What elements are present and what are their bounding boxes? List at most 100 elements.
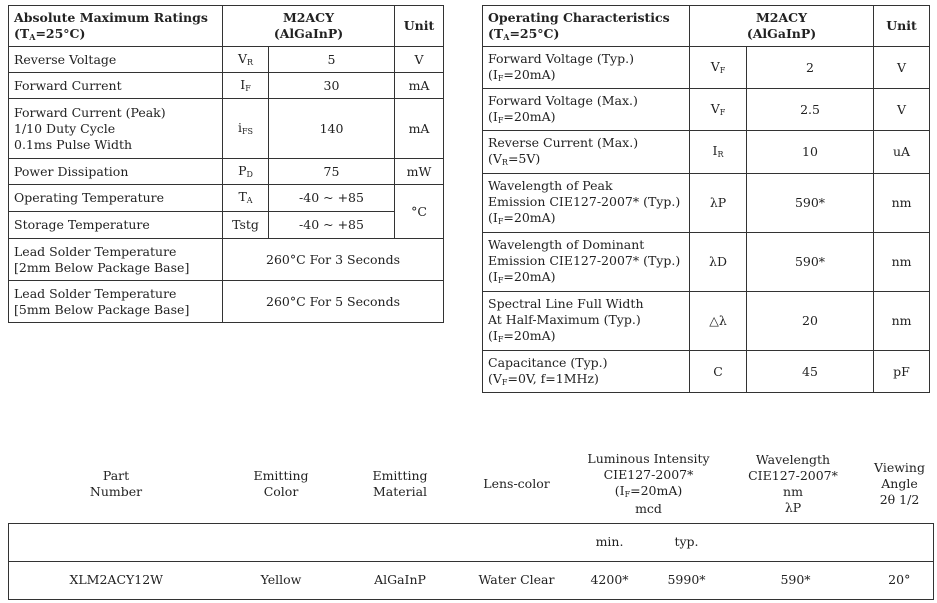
param-name: Capacitance (Typ.) (VF=0V, f=1MHz) bbox=[482, 350, 690, 393]
emitting-material-header: Emitting Material bbox=[372, 467, 428, 499]
table-row: Lead Solder Temperature [5mm Below Packa… bbox=[8, 280, 445, 323]
table-row: Wavelength of Peak Emission CIE127-2007*… bbox=[482, 173, 931, 233]
value: 30 bbox=[267, 72, 396, 99]
part-subheader-row: min. typ. bbox=[8, 522, 934, 562]
abs-part-header: M2ACY (AlGaInP) bbox=[221, 5, 396, 47]
symbol: VF bbox=[689, 88, 747, 131]
param-name: Storage Temperature bbox=[8, 211, 223, 239]
unit: mW bbox=[394, 158, 445, 185]
symbol: C bbox=[689, 350, 747, 393]
unit: pF bbox=[873, 350, 931, 393]
unit: uA bbox=[873, 130, 931, 174]
param-name: Forward Voltage (Typ.) (IF=20mA) bbox=[482, 46, 690, 89]
abs-title: Absolute Maximum Ratings (TA=25°C) bbox=[8, 5, 223, 47]
param-name: Spectral Line Full Width At Half-Maximum… bbox=[482, 291, 690, 351]
table-row: Power Dissipation PD 75 mW bbox=[8, 158, 445, 185]
symbol: IF bbox=[222, 72, 269, 99]
lum-min: 4200* bbox=[571, 561, 648, 600]
part-header-row: Part Number Emitting Color Emitting Mate… bbox=[9, 445, 934, 523]
table-row: Forward Current IF 30 mA bbox=[8, 72, 445, 99]
table-row: Wavelength of Dominant Emission CIE127-2… bbox=[482, 232, 931, 292]
symbol: TA bbox=[222, 184, 269, 212]
wavelength: 590* bbox=[725, 561, 866, 600]
param-name: Operating Temperature bbox=[8, 184, 223, 212]
table-row: Reverse Current (Max.) (VR=5V) IR 10 uA bbox=[482, 130, 931, 174]
unit: mA bbox=[394, 72, 445, 99]
table-row: Reverse Voltage VR 5 V bbox=[8, 46, 445, 73]
param-name: Forward Current bbox=[8, 72, 223, 99]
value: 260°C For 5 Seconds bbox=[221, 280, 445, 323]
op-header-row: Operating Characteristics (TA=25°C) M2AC… bbox=[482, 5, 931, 47]
emitting-color-header: Emitting Color bbox=[253, 467, 309, 499]
operating-characteristics-table: Operating Characteristics (TA=25°C) M2AC… bbox=[482, 5, 931, 393]
param-name: Forward Current (Peak) 1/10 Duty Cycle 0… bbox=[8, 98, 223, 159]
param-name: Forward Voltage (Max.) (IF=20mA) bbox=[482, 88, 690, 131]
value: 140 bbox=[267, 98, 396, 159]
part-number: XLM2ACY12W bbox=[8, 561, 224, 600]
value: 45 bbox=[745, 350, 875, 393]
param-name: Lead Solder Temperature [2mm Below Packa… bbox=[8, 238, 223, 281]
symbol: iFS bbox=[222, 98, 269, 159]
unit: V bbox=[873, 88, 931, 131]
param-name: Wavelength of Peak Emission CIE127-2007*… bbox=[482, 173, 690, 233]
symbol: VR bbox=[222, 46, 269, 73]
viewing-angle-header: Viewing Angle 2θ 1/2 bbox=[874, 459, 925, 507]
table-row: Capacitance (Typ.) (VF=0V, f=1MHz) C 45 … bbox=[482, 350, 931, 393]
table-row: Lead Solder Temperature [2mm Below Packa… bbox=[8, 238, 445, 281]
unit: nm bbox=[873, 232, 931, 292]
unit: nm bbox=[873, 291, 931, 351]
symbol: λP bbox=[689, 173, 747, 233]
value: 10 bbox=[745, 130, 875, 174]
value: 260°C For 3 Seconds bbox=[221, 238, 445, 281]
op-title: Operating Characteristics (TA=25°C) bbox=[482, 5, 690, 47]
table-row: Spectral Line Full Width At Half-Maximum… bbox=[482, 291, 931, 351]
op-unit-header: Unit bbox=[873, 5, 931, 47]
value: 75 bbox=[267, 158, 396, 185]
lens-color: Water Clear bbox=[461, 561, 572, 600]
part-number-table: Part Number Emitting Color Emitting Mate… bbox=[8, 445, 934, 600]
value: 2 bbox=[745, 46, 875, 89]
absolute-maximum-ratings-table: Absolute Maximum Ratings (TA=25°C) M2ACY… bbox=[8, 5, 445, 323]
value: 20 bbox=[745, 291, 875, 351]
abs-unit-header: Unit bbox=[394, 5, 445, 47]
lum-typ-label: typ. bbox=[647, 522, 726, 562]
symbol: VF bbox=[689, 46, 747, 89]
table-row: Operating Temperature TA -40 ~ +85 °C bbox=[8, 184, 445, 239]
wavelength-header: Wavelength CIE127-2007* nm λP bbox=[748, 451, 838, 515]
value: -40 ~ +85 bbox=[267, 184, 396, 212]
table-row: Forward Current (Peak) 1/10 Duty Cycle 0… bbox=[8, 98, 445, 159]
luminous-intensity-header: Luminous Intensity CIE127-2007* (IF=20mA… bbox=[587, 450, 710, 516]
table-row: Forward Voltage (Typ.) (IF=20mA) VF 2 V bbox=[482, 46, 931, 89]
symbol: Tstg bbox=[222, 211, 269, 239]
value: -40 ~ +85 bbox=[267, 211, 396, 239]
symbol: △λ bbox=[689, 291, 747, 351]
value: 2.5 bbox=[745, 88, 875, 131]
emitting-color: Yellow bbox=[223, 561, 339, 600]
lum-min-label: min. bbox=[571, 522, 648, 562]
value: 590* bbox=[745, 232, 875, 292]
table-row: Storage Temperature Tstg -40 ~ +85 bbox=[8, 211, 444, 239]
param-name: Reverse Current (Max.) (VR=5V) bbox=[482, 130, 690, 174]
unit: mA bbox=[394, 98, 445, 159]
symbol: λD bbox=[689, 232, 747, 292]
op-part-header: M2ACY (AlGaInP) bbox=[688, 5, 875, 47]
symbol: IR bbox=[689, 130, 747, 174]
unit: V bbox=[873, 46, 931, 89]
value: 590* bbox=[745, 173, 875, 233]
param-name: Lead Solder Temperature [5mm Below Packa… bbox=[8, 280, 223, 323]
part-number-header: Part Number bbox=[89, 467, 143, 499]
abs-header-row: Absolute Maximum Ratings (TA=25°C) M2ACY… bbox=[8, 5, 445, 47]
table-row: XLM2ACY12W Yellow AlGaInP Water Clear 42… bbox=[8, 561, 934, 600]
param-name: Wavelength of Dominant Emission CIE127-2… bbox=[482, 232, 690, 292]
unit: nm bbox=[873, 173, 931, 233]
emitting-material: AlGaInP bbox=[338, 561, 462, 600]
value: 5 bbox=[267, 46, 396, 73]
unit: °C bbox=[394, 184, 445, 239]
lens-color-header: Lens-color bbox=[483, 475, 550, 491]
param-name: Reverse Voltage bbox=[8, 46, 223, 73]
lum-typ: 5990* bbox=[647, 561, 726, 600]
param-name: Power Dissipation bbox=[8, 158, 223, 185]
table-row: Forward Voltage (Max.) (IF=20mA) VF 2.5 … bbox=[482, 88, 931, 131]
viewing-angle: 20° bbox=[865, 561, 934, 600]
symbol: PD bbox=[222, 158, 269, 185]
